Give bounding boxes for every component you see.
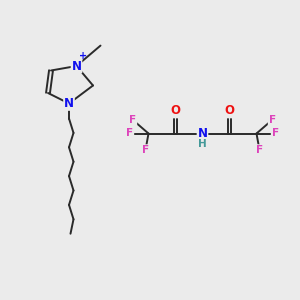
Text: F: F: [142, 145, 149, 155]
Text: F: F: [256, 145, 263, 155]
Text: O: O: [224, 104, 235, 118]
Text: F: F: [126, 128, 134, 139]
Text: F: F: [268, 115, 276, 125]
Text: N: N: [64, 97, 74, 110]
Text: F: F: [272, 128, 279, 139]
Text: F: F: [129, 115, 137, 125]
Text: O: O: [170, 104, 181, 118]
Text: N: N: [197, 127, 208, 140]
Text: +: +: [79, 51, 87, 61]
Text: N: N: [71, 59, 82, 73]
Text: H: H: [198, 139, 207, 149]
